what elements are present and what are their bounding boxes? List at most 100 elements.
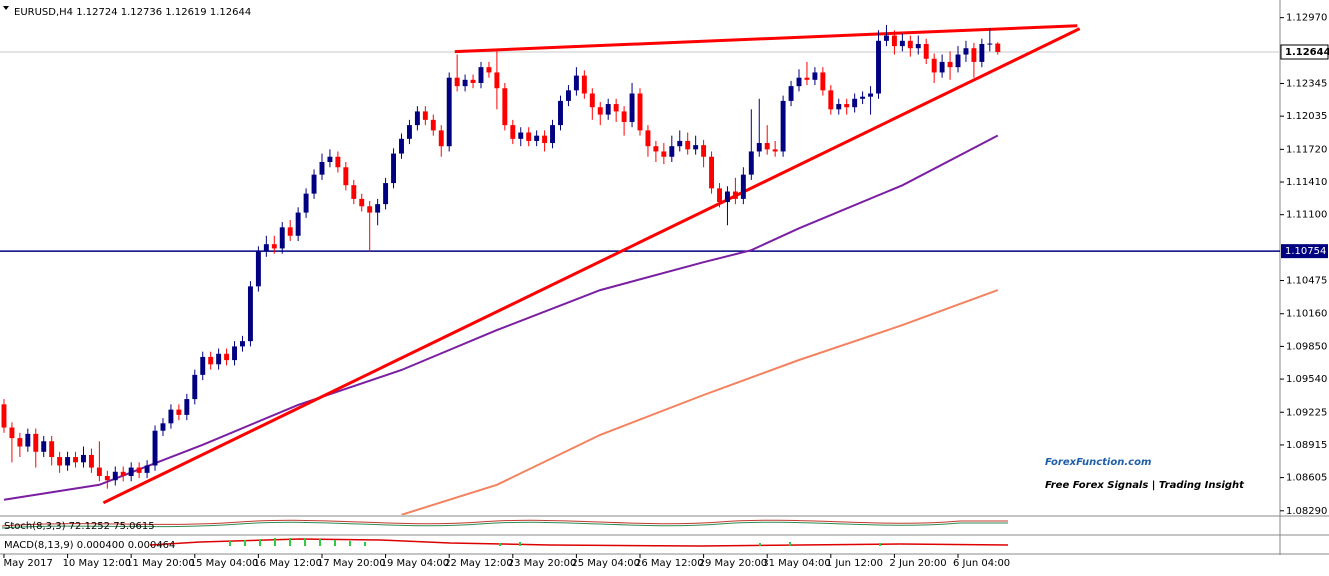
candle-body [351, 185, 357, 199]
candle-body [104, 476, 110, 481]
macd-histogram [229, 538, 881, 546]
plot [0, 24, 1280, 515]
candle-body [9, 427, 15, 439]
y-tick-label: 1.08290 [1286, 506, 1327, 517]
candle-body [860, 96, 866, 99]
candle-body [812, 72, 818, 80]
trendline [454, 24, 1078, 54]
candle-body [788, 86, 794, 101]
candle-body [438, 130, 444, 147]
candle-body [756, 143, 762, 152]
candle-body [65, 457, 71, 466]
candle-body [995, 43, 1001, 52]
candle-body [518, 132, 524, 139]
candle-body [176, 409, 182, 415]
candle-body [375, 204, 381, 213]
candle-body [637, 93, 643, 131]
candle-body [526, 132, 532, 141]
candle-body [144, 465, 150, 473]
y-tick-label: 1.11410 [1286, 177, 1327, 188]
candle-body [279, 227, 285, 249]
candle-body [128, 467, 134, 477]
macd-value: 0.000464 [128, 540, 176, 551]
candle-body [836, 104, 842, 110]
candle-body [17, 438, 23, 447]
candle-body [510, 125, 516, 139]
candle-body [581, 75, 587, 94]
candle-body [383, 183, 389, 205]
candle-body [73, 457, 78, 463]
candle-body [677, 140, 683, 147]
x-tick-label: 10 May 12:00 [63, 558, 132, 569]
x-tick-label: 25 May 04:00 [571, 558, 640, 569]
candle-body [33, 433, 39, 452]
candle-body [701, 145, 707, 157]
y-tick-label: 1.12345 [1286, 79, 1327, 90]
stoch-line [1, 519, 1008, 527]
candle-body [955, 54, 961, 68]
candle-body [780, 100, 786, 152]
candle-body [343, 167, 349, 186]
candle-body [804, 77, 810, 80]
x-tick-label: 23 May 20:00 [508, 558, 577, 569]
candle-body [820, 72, 826, 91]
x-tick-label: 29 May 20:00 [699, 558, 768, 569]
candle-body [462, 79, 468, 87]
y-tick-label: 1.09850 [1286, 341, 1327, 352]
y-tick-label: 1.08605 [1286, 473, 1327, 484]
y-tick-label: 1.12970 [1286, 13, 1327, 24]
candle-body [669, 146, 675, 157]
macd-label: MACD(8,13,9) 0.000400 0.000464 [4, 540, 175, 551]
x-tick-label: 19 May 04:00 [381, 558, 450, 569]
candle-body [271, 244, 277, 249]
x-tick-label: 1 Jun 12:00 [826, 558, 883, 569]
brand-part: Function [1076, 457, 1124, 468]
x-tick-label: 15 May 04:00 [190, 558, 259, 569]
candle-body [987, 43, 993, 45]
candle-body [605, 104, 611, 115]
candle-body [414, 111, 420, 126]
candle-body [494, 72, 500, 89]
candle-body [120, 471, 126, 477]
candle-body [629, 93, 635, 122]
candle-body [907, 40, 913, 49]
candle-body [112, 471, 118, 481]
candle-body [748, 151, 754, 175]
symbol: EURUSD,H4 [14, 7, 73, 18]
candle-body [653, 146, 659, 152]
last-low: 1.12619 [165, 7, 206, 18]
y-tick-label: 1.10160 [1286, 309, 1327, 320]
candle-body [406, 125, 412, 139]
price-label-box [1280, 44, 1329, 60]
candle-body [295, 212, 301, 236]
candle-body [96, 467, 102, 477]
moving-average [401, 289, 999, 515]
candle-body [534, 135, 540, 141]
x-tick-label: 22 May 12:00 [444, 558, 513, 569]
stoch-value: 72.1252 [69, 521, 110, 532]
menu-arrow[interactable] [3, 6, 9, 10]
candle-body [399, 138, 404, 154]
candle-body [732, 191, 738, 199]
candle-body [200, 356, 206, 375]
candle-body [589, 93, 595, 108]
candle-body [359, 198, 365, 207]
candle-body [876, 40, 881, 94]
candle-body [168, 409, 174, 424]
level-label-box [1281, 244, 1328, 259]
candle-body [88, 454, 94, 468]
candle-body [240, 341, 245, 347]
candle-body [335, 156, 341, 168]
candle-body [41, 441, 47, 452]
candle-body [828, 90, 834, 110]
x-tick-label: 2 Jun 20:00 [889, 558, 946, 569]
candle-body [621, 111, 627, 122]
candle-body [899, 40, 905, 47]
x-tick-label: 16 May 12:00 [253, 558, 322, 569]
x-tick-label: 6 Jun 04:00 [953, 558, 1010, 569]
candle-body [971, 48, 977, 62]
candle-body [661, 151, 667, 157]
candle-body [597, 107, 603, 115]
y-tick-label: 1.11100 [1286, 210, 1327, 221]
